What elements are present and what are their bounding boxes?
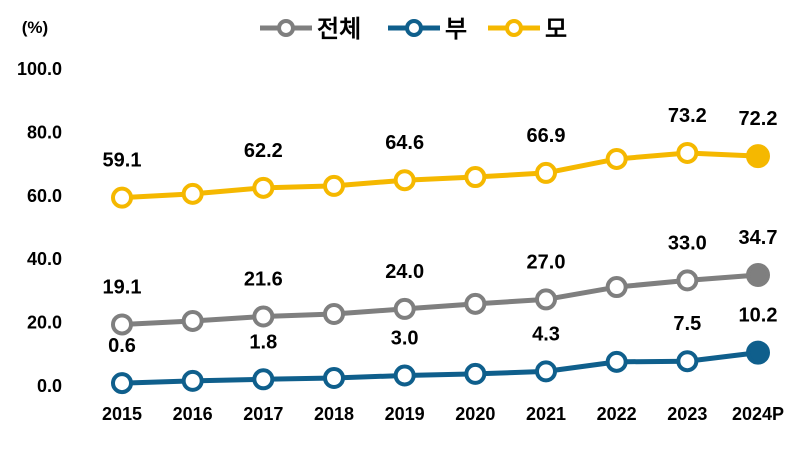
data-label: 19.1 [103, 276, 142, 298]
data-point [464, 362, 487, 385]
data-label: 7.5 [673, 313, 701, 335]
data-label: 59.1 [103, 150, 142, 172]
data-point [323, 367, 345, 390]
data-point [323, 174, 345, 197]
series-total: 19.1 21.6 24.0 27.0 33.0 34.7 [103, 227, 778, 336]
y-axis-label: (%) [22, 18, 48, 37]
data-label: 1.8 [249, 331, 277, 353]
legend-label: 전체 [317, 16, 361, 43]
data-point [535, 360, 557, 383]
data-label: 3.0 [391, 327, 419, 349]
data-point [605, 350, 628, 373]
data-label: 21.6 [244, 269, 283, 291]
data-label: 66.9 [527, 125, 566, 147]
data-label: 33.0 [668, 232, 707, 254]
series-line [121, 150, 759, 201]
data-point [252, 176, 275, 199]
data-label: 72.2 [739, 108, 778, 130]
y-tick-label: 40.0 [27, 249, 62, 269]
data-point [393, 169, 416, 192]
data-label: 24.0 [385, 261, 424, 283]
x-axis: 2015 2016 2017 2018 2019 2020 2021 2022 2023 2024… [102, 404, 784, 424]
y-tick-label: 60.0 [27, 186, 62, 206]
data-label: 34.7 [739, 227, 778, 249]
data-label: 27.0 [527, 251, 566, 273]
y-axis: 0.0 20.0 40.0 60.0 80.0 100.0 [17, 59, 62, 396]
data-point [181, 369, 204, 392]
data-label: 10.2 [739, 305, 778, 327]
data-label: 4.3 [532, 323, 560, 345]
data-point [464, 166, 487, 189]
data-point [111, 313, 133, 336]
data-point [676, 350, 699, 373]
x-tick-label: 2023 [667, 404, 707, 424]
data-point [676, 269, 699, 292]
data-point [393, 297, 416, 320]
data-point [605, 276, 628, 299]
data-label: 73.2 [668, 105, 707, 127]
legend: 전체 부 모 [260, 16, 567, 43]
series-group: 19.1 21.6 24.0 27.033.0 34.70.6 1.8 3.0 4.3 7.5 1… [103, 105, 778, 395]
x-tick-label: 2018 [314, 404, 354, 424]
legend-marker [505, 19, 523, 37]
data-label: 0.6 [108, 335, 136, 357]
data-point [535, 288, 557, 311]
legend-label: 모 [545, 16, 567, 43]
data-point [111, 372, 133, 395]
x-tick-label: 2019 [385, 404, 425, 424]
series-line [121, 350, 759, 386]
data-point [746, 144, 770, 169]
x-tick-label: 2020 [455, 404, 495, 424]
data-point [252, 305, 275, 328]
data-point [181, 309, 204, 332]
data-point [746, 263, 770, 288]
data-point [323, 302, 345, 325]
y-tick-label: 80.0 [27, 122, 62, 142]
legend-label: 부 [445, 16, 467, 43]
series-father: 0.6 1.8 3.0 4.3 7.5 10.2 [108, 305, 778, 395]
x-tick-label: 2017 [243, 404, 283, 424]
data-label: 62.2 [244, 140, 283, 162]
data-point [605, 147, 628, 170]
data-point [535, 161, 557, 184]
data-point [252, 368, 275, 391]
x-tick-label: 2015 [102, 404, 142, 424]
data-label: 64.6 [385, 132, 424, 154]
x-tick-label: 2024P [732, 404, 784, 424]
x-tick-label: 2016 [173, 404, 213, 424]
legend-marker [277, 19, 295, 37]
data-point [464, 292, 487, 315]
data-point [746, 340, 770, 365]
y-tick-label: 0.0 [37, 376, 62, 396]
y-tick-label: 20.0 [27, 313, 62, 333]
series-mother: 59.1 62.2 64.6 66.9 73.2 72.2 [103, 105, 778, 209]
x-tick-label: 2022 [597, 404, 637, 424]
series-line [121, 272, 759, 327]
data-point [393, 364, 416, 387]
data-point [111, 186, 133, 209]
data-point [676, 141, 699, 164]
y-tick-label: 100.0 [17, 59, 62, 79]
legend-marker [405, 19, 423, 37]
x-tick-label: 2021 [526, 404, 566, 424]
data-point [181, 182, 204, 205]
